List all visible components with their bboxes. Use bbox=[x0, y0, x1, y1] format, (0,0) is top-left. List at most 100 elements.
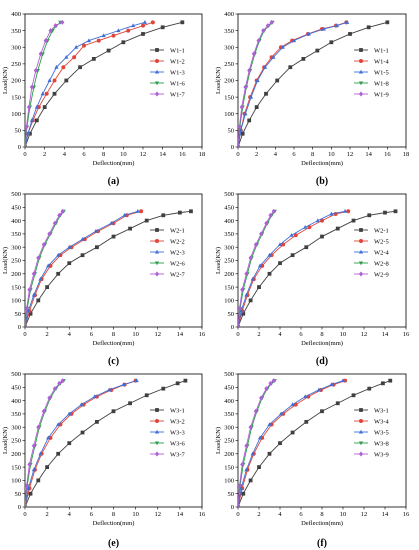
series-W2-4 bbox=[238, 209, 348, 327]
data-point bbox=[53, 23, 58, 29]
y-tick-label: 150 bbox=[11, 94, 21, 101]
data-point bbox=[25, 131, 31, 136]
data-point bbox=[250, 451, 255, 456]
data-point bbox=[48, 28, 53, 34]
data-point bbox=[315, 48, 320, 53]
y-tick-label: 200 bbox=[224, 451, 234, 458]
x-tick-label: 6 bbox=[299, 511, 303, 518]
data-point bbox=[25, 504, 28, 507]
data-point bbox=[254, 105, 259, 109]
legend: W1-1 W1-2 W1-3 W1-6 W1-7 bbox=[150, 47, 186, 98]
series-W1-5 bbox=[238, 20, 350, 147]
data-point bbox=[47, 395, 52, 401]
y-tick-label: 100 bbox=[224, 298, 234, 305]
data-point bbox=[161, 386, 166, 391]
y-tick-label: 100 bbox=[224, 111, 234, 118]
data-point bbox=[180, 20, 185, 25]
data-point bbox=[248, 94, 254, 99]
data-point bbox=[271, 208, 276, 214]
y-tick-label: 450 bbox=[11, 205, 21, 212]
series-W1-4 bbox=[238, 20, 349, 147]
data-point bbox=[74, 44, 79, 49]
data-point bbox=[80, 236, 85, 241]
y-tick-label: 200 bbox=[224, 271, 234, 278]
x-tick-label: 16 bbox=[403, 331, 410, 338]
x-tick-label: 4 bbox=[68, 331, 72, 338]
series-line bbox=[25, 380, 186, 507]
series-line bbox=[238, 380, 344, 507]
series-line bbox=[238, 211, 275, 327]
y-tick-label: 50 bbox=[15, 491, 22, 498]
data-point bbox=[257, 285, 261, 289]
y-tick-label: 250 bbox=[11, 438, 21, 445]
data-point bbox=[291, 38, 297, 43]
legend-label: W3-6 bbox=[170, 440, 186, 447]
data-point bbox=[257, 435, 263, 440]
data-point bbox=[320, 234, 324, 239]
panel-label: (f) bbox=[317, 538, 327, 549]
legend-label: W1-2 bbox=[170, 58, 185, 65]
series-W2-2 bbox=[25, 209, 144, 327]
y-tick-label: 150 bbox=[224, 284, 234, 291]
y-tick-label: 150 bbox=[11, 284, 21, 291]
legend-label: W2-6 bbox=[170, 260, 186, 267]
data-point bbox=[293, 233, 298, 238]
data-point bbox=[43, 38, 48, 44]
data-point bbox=[116, 28, 121, 33]
y-tick-label: 100 bbox=[11, 478, 21, 485]
legend-label: W3-5 bbox=[374, 429, 389, 436]
data-point bbox=[78, 65, 82, 70]
y-tick-label: 250 bbox=[224, 438, 234, 445]
data-point bbox=[351, 393, 356, 398]
y-tick-label: 200 bbox=[11, 451, 21, 458]
legend-marker bbox=[155, 228, 159, 232]
data-point bbox=[28, 491, 33, 496]
y-tick-label: 50 bbox=[228, 128, 235, 135]
legend-marker bbox=[358, 271, 364, 277]
data-point bbox=[316, 387, 321, 392]
series-W3-5 bbox=[238, 378, 346, 507]
y-axis-label: Load(KN) bbox=[215, 427, 222, 454]
chart-panel-2: 0 2 4 6 8 10 12 14 16 18 0 50 100 150 200 250 300 350 400 D… bbox=[215, 11, 409, 187]
legend-label: W2-8 bbox=[374, 260, 389, 267]
data-point bbox=[243, 111, 248, 116]
data-point bbox=[183, 378, 188, 383]
data-point bbox=[244, 271, 249, 277]
panel-label: (b) bbox=[316, 176, 328, 187]
data-point bbox=[111, 33, 116, 38]
data-point bbox=[381, 381, 385, 386]
x-tick-label: 6 bbox=[82, 151, 86, 158]
y-tick-label: 450 bbox=[11, 385, 21, 392]
series-line bbox=[238, 380, 276, 507]
panel-label: (a) bbox=[108, 176, 120, 187]
data-point bbox=[45, 285, 50, 289]
data-point bbox=[335, 401, 340, 406]
data-point bbox=[52, 220, 57, 226]
x-tick-label: 0 bbox=[236, 331, 239, 338]
y-tick-label: 200 bbox=[224, 78, 234, 85]
data-point bbox=[265, 23, 270, 29]
data-point bbox=[277, 242, 283, 247]
x-axis-label: Deflection(mm) bbox=[301, 520, 343, 527]
legend-marker bbox=[359, 59, 363, 63]
data-point bbox=[267, 451, 272, 456]
x-tick-label: 8 bbox=[320, 511, 323, 518]
x-tick-label: 12 bbox=[347, 151, 354, 158]
data-point bbox=[306, 31, 312, 36]
x-tick-label: 12 bbox=[155, 511, 162, 518]
data-point bbox=[95, 245, 99, 250]
x-tick-label: 8 bbox=[102, 151, 105, 158]
data-point bbox=[271, 54, 276, 59]
data-point bbox=[250, 276, 255, 281]
y-tick-label: 300 bbox=[224, 424, 234, 431]
data-point bbox=[150, 20, 155, 25]
series-W2-5 bbox=[238, 209, 351, 327]
legend: W3-1 W3-4 W3-5 W3-8 W3-9 bbox=[354, 407, 390, 458]
data-point bbox=[106, 387, 112, 392]
x-tick-label: 16 bbox=[199, 511, 206, 518]
x-tick-label: 14 bbox=[382, 331, 389, 338]
data-point bbox=[241, 491, 246, 496]
y-tick-label: 350 bbox=[224, 411, 234, 418]
data-point bbox=[189, 209, 193, 214]
data-point bbox=[41, 242, 46, 248]
